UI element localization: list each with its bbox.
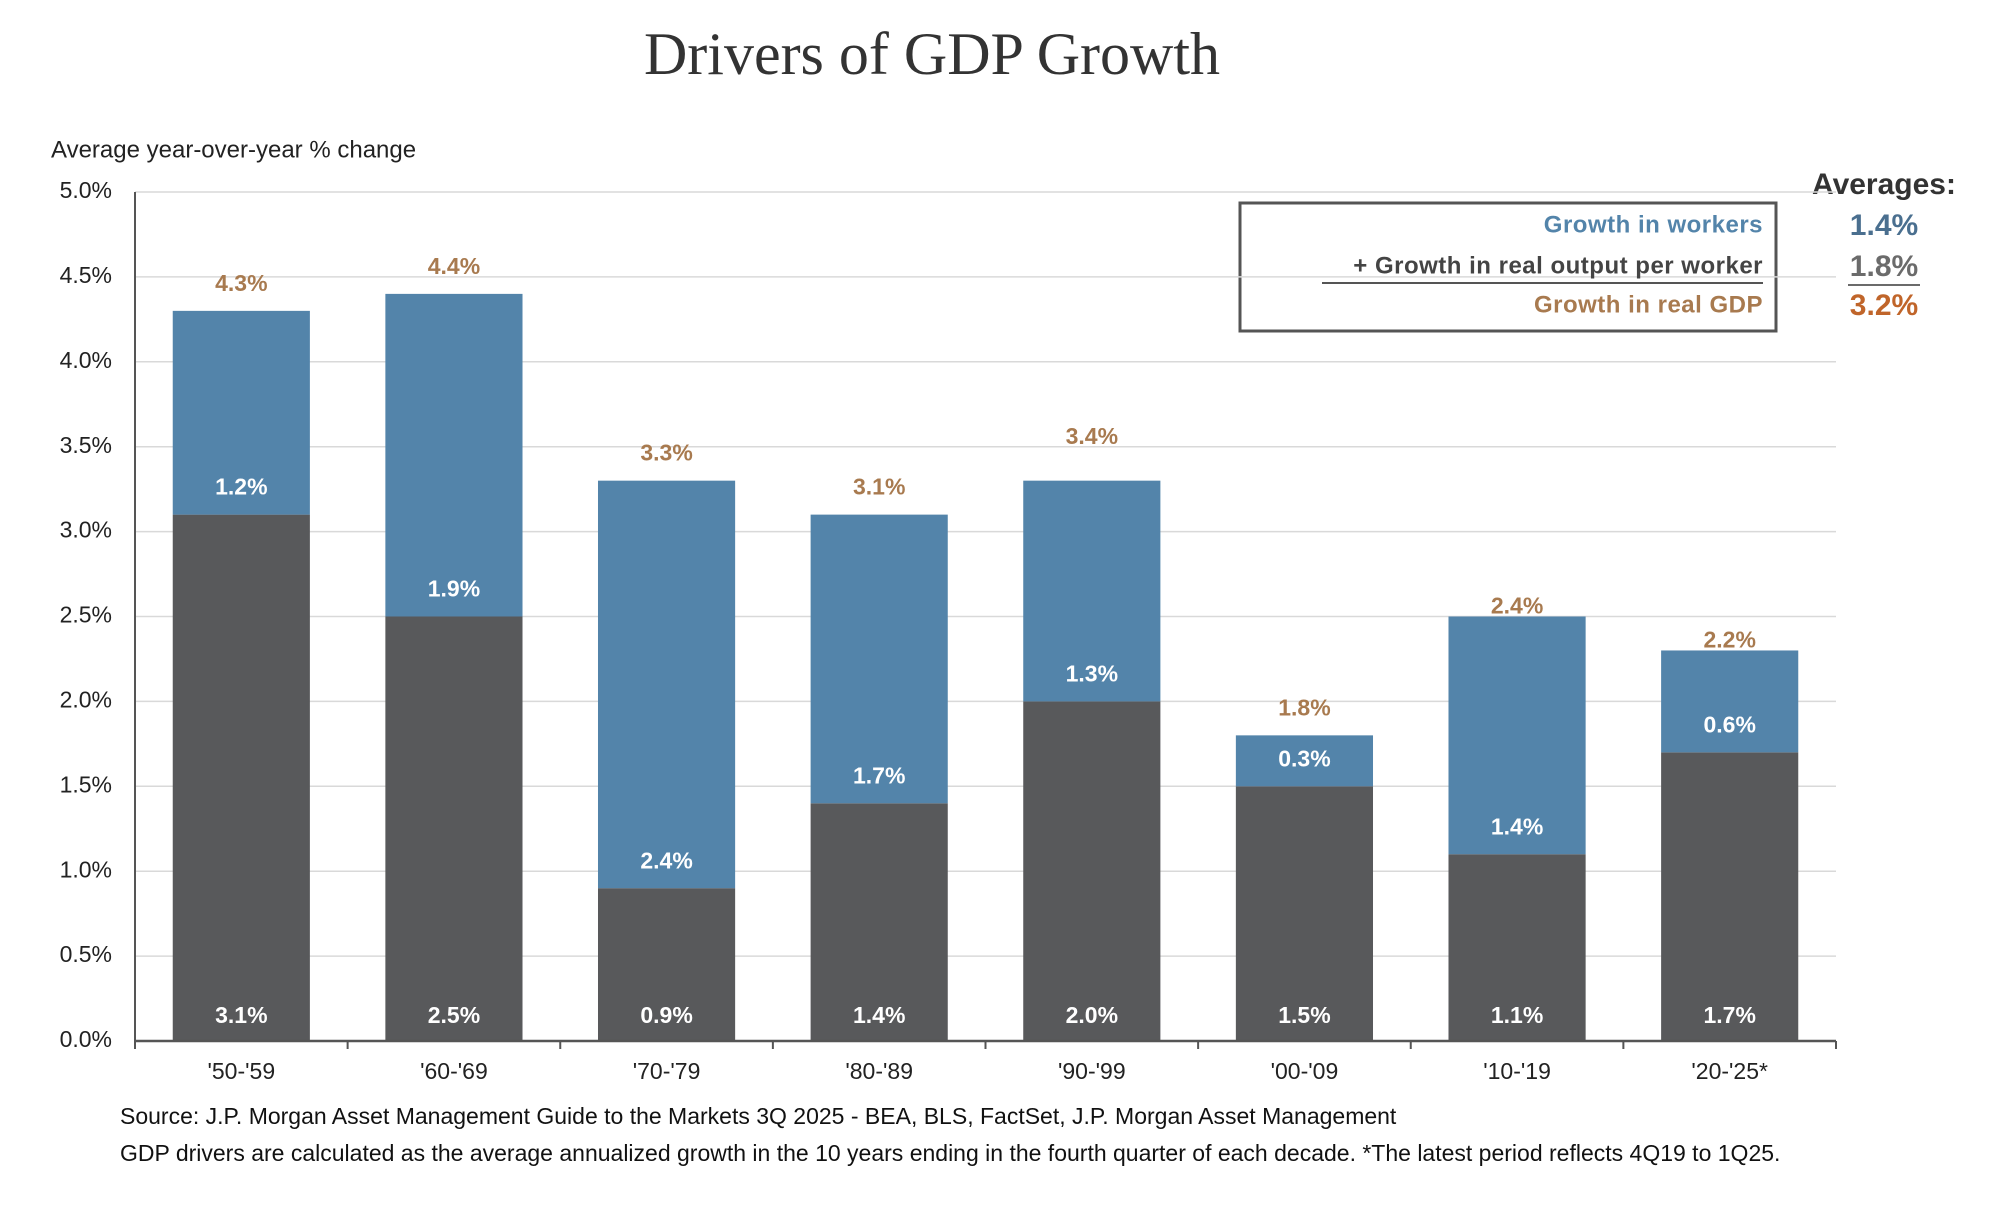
x-tick-label: '50-'59	[208, 1058, 276, 1084]
legend-entry: Growth in workers	[1544, 211, 1763, 238]
y-tick-label: 2.0%	[60, 686, 112, 712]
x-tick-label: '80-'89	[845, 1058, 913, 1084]
bar-segment	[1448, 616, 1586, 855]
x-tick-label: '90-'99	[1058, 1058, 1126, 1084]
averages-title: Averages:	[1812, 168, 1956, 201]
bar-segment	[1661, 752, 1799, 1041]
chart-title: Drivers of GDP Growth	[644, 21, 1220, 87]
method-note: GDP drivers are calculated as the averag…	[120, 1140, 1781, 1166]
total-label: 2.2%	[1703, 627, 1755, 653]
total-label: 3.1%	[853, 474, 905, 500]
data-label: 1.7%	[1703, 1002, 1755, 1028]
total-label: 3.3%	[640, 440, 692, 466]
y-tick-label: 0.5%	[60, 941, 112, 967]
data-label: 0.9%	[640, 1002, 692, 1028]
bar-segment	[810, 514, 948, 804]
x-tick-label: '10-'19	[1483, 1058, 1551, 1084]
data-label: 3.1%	[215, 1002, 267, 1028]
y-tick-label: 5.0%	[60, 177, 112, 203]
data-label: 1.1%	[1491, 1002, 1543, 1028]
y-tick-label: 3.5%	[60, 432, 112, 458]
bar-segment	[1235, 735, 1374, 787]
data-label: 0.6%	[1703, 711, 1755, 737]
bar-segment	[385, 293, 523, 617]
bar-segment	[172, 514, 310, 1041]
y-axis-label: Average year-over-year % change	[51, 136, 416, 163]
total-label: 1.8%	[1278, 694, 1330, 720]
legend-box	[1238, 201, 1778, 333]
bar-segment	[597, 480, 736, 889]
y-tick-label: 1.0%	[60, 856, 112, 882]
data-label: 2.0%	[1066, 1002, 1118, 1028]
x-tick-label: '60-'69	[420, 1058, 488, 1084]
y-tick-label: 4.0%	[60, 347, 112, 373]
total-label: 2.4%	[1491, 593, 1543, 619]
legend-entry: Growth in real GDP	[1534, 291, 1763, 318]
bar-segment	[1023, 480, 1161, 702]
average-value: 1.8%	[1850, 250, 1918, 283]
data-label: 1.2%	[215, 474, 267, 500]
y-tick-label: 1.5%	[60, 771, 112, 797]
notes: Source: J.P. Morgan Asset Management Gui…	[120, 1098, 1820, 1172]
total-label: 4.4%	[428, 253, 480, 279]
bar-segment	[597, 888, 736, 1041]
bar-segment	[385, 616, 523, 1041]
total-label: 3.4%	[1066, 423, 1118, 449]
data-label: 2.5%	[428, 1002, 480, 1028]
bar-segment	[1235, 786, 1374, 1041]
data-label: 1.4%	[1491, 813, 1543, 839]
bar-segment	[1448, 854, 1586, 1041]
chart: Drivers of GDP Growth Average year-over-…	[51, 21, 1956, 1084]
data-label: 1.4%	[853, 1002, 905, 1028]
y-tick-label: 2.5%	[60, 602, 112, 628]
y-tick-label: 3.0%	[60, 517, 112, 543]
data-label: 2.4%	[640, 847, 692, 873]
average-value: 1.4%	[1850, 209, 1918, 242]
x-tick-label: '00-'09	[1271, 1058, 1339, 1084]
average-value: 3.2%	[1850, 289, 1918, 322]
x-tick-label: '20-'25*	[1691, 1058, 1768, 1084]
bar-segment	[1661, 650, 1799, 753]
total-label: 4.3%	[215, 270, 267, 296]
bar-segment	[1023, 701, 1161, 1041]
y-tick-label: 4.5%	[60, 262, 112, 288]
data-label: 1.7%	[853, 762, 905, 788]
data-label: 1.3%	[1066, 660, 1118, 686]
source-note: Source: J.P. Morgan Asset Management Gui…	[120, 1103, 1397, 1129]
legend-entry: + Growth in real output per worker	[1353, 252, 1763, 279]
data-label: 1.9%	[428, 576, 480, 602]
bar-segment	[810, 803, 948, 1041]
x-tick-label: '70-'79	[633, 1058, 701, 1084]
bar-segment	[172, 310, 310, 515]
y-tick-label: 0.0%	[60, 1026, 112, 1052]
data-label: 1.5%	[1278, 1002, 1330, 1028]
data-label: 0.3%	[1278, 745, 1330, 771]
